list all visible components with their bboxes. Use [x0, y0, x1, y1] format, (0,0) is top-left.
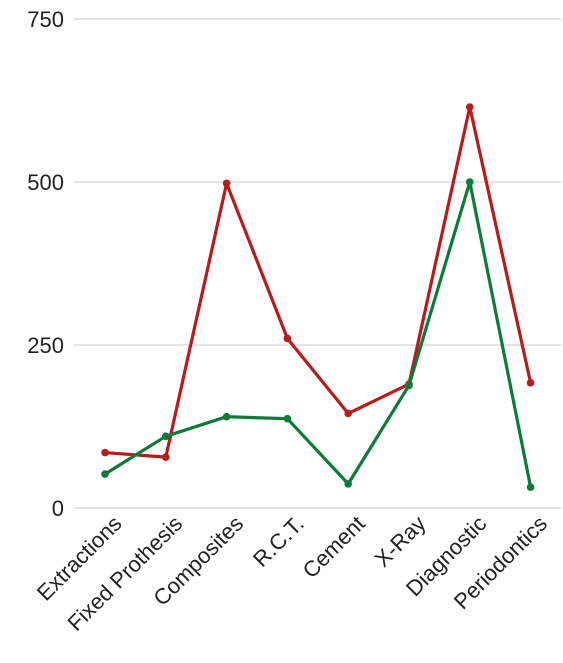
series-2-point-2: [222, 412, 231, 421]
series-2-line: [103, 180, 533, 489]
series-2-point-0: [101, 470, 109, 478]
series-1-point-7: [526, 379, 535, 387]
series-1-line: [103, 105, 533, 459]
series-1-point-6: [466, 103, 474, 111]
y-tick-label-250: 250: [27, 333, 64, 358]
series-1-point-4: [344, 409, 353, 418]
series-2-point-5: [405, 381, 413, 390]
y-axis-ticks: 0 250 500 750: [27, 7, 64, 521]
y-tick-label-750: 750: [27, 7, 64, 32]
y-tick-label-500: 500: [27, 170, 64, 195]
series-2-point-6: [466, 178, 474, 186]
x-tick-label-4: Cement: [298, 511, 370, 583]
series-2-point-1: [162, 432, 170, 441]
series-2-point-4: [344, 480, 353, 488]
series-1-point-2: [222, 179, 231, 188]
series-2-point-7: [526, 483, 535, 491]
gridlines: [74, 18, 561, 509]
y-tick-label-0: 0: [52, 496, 64, 521]
series-1-point-3: [283, 334, 292, 343]
series-2-point-3: [283, 414, 292, 423]
series-group: [101, 103, 535, 491]
series-1-point-1: [162, 453, 170, 461]
series-1-point-0: [101, 448, 109, 457]
